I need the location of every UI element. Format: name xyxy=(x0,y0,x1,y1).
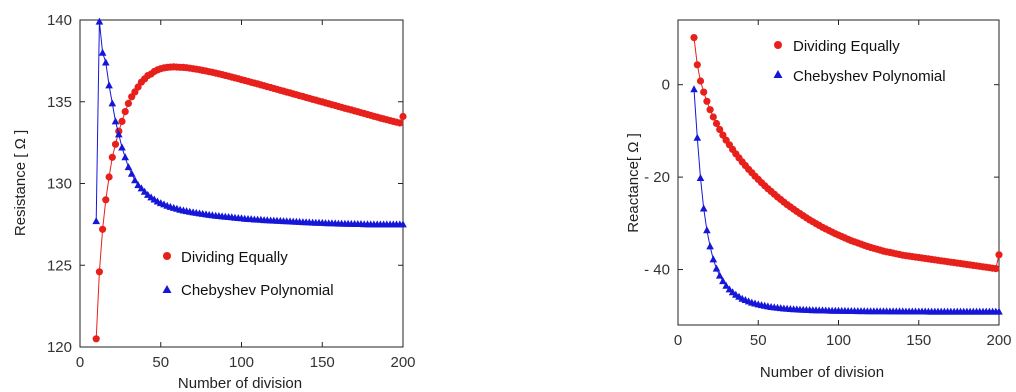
resistance-legend: Dividing Equally Chebyshev Polynomial xyxy=(162,249,334,299)
resistance-chebyshev-polynomial-point xyxy=(140,187,149,195)
reactance-dividing-equally-point xyxy=(703,97,711,105)
resistance-dividing-equally-point xyxy=(111,140,120,148)
reactance-plot-frame xyxy=(677,19,1000,326)
legend-label-dividing-equally: Dividing Equally xyxy=(181,249,288,266)
resistance-x-tick-label: 50 xyxy=(152,354,169,371)
resistance-dividing-equally-point xyxy=(95,268,103,276)
reactance-dividing-equally-point xyxy=(706,106,714,114)
resistance-chebyshev-polynomial-point xyxy=(127,169,136,177)
resistance-dividing-equally-point xyxy=(105,173,113,181)
reactance-y-tick-label: 0 xyxy=(662,77,670,94)
resistance-chebyshev-polynomial-point xyxy=(92,217,100,225)
reactance-chebyshev-polynomial-point xyxy=(703,226,711,234)
reactance-dividing-equally-point xyxy=(693,61,701,69)
resistance-chebyshev-polynomial-point xyxy=(105,81,113,89)
reactance-dividing-equally-point xyxy=(716,125,724,134)
resistance-dividing-equally-point xyxy=(399,112,407,121)
resistance-y-tick-label: 120 xyxy=(47,339,72,356)
resistance-x-tick-label: 200 xyxy=(390,354,415,371)
reactance-x-ticks: 0 50 100 150 200 xyxy=(674,20,1012,349)
resistance-chebyshev-polynomial-point xyxy=(111,117,120,125)
legend-marker-chebyshev-polynomial xyxy=(162,285,172,293)
reactance-series xyxy=(690,34,1003,315)
resistance-chebyshev-polynomial-point xyxy=(102,58,110,66)
legend-label-dividing-equally: Dividing Equally xyxy=(793,38,900,55)
resistance-x-axis-title: Number of division xyxy=(178,375,302,392)
reactance-chebyshev-polynomial-point xyxy=(715,271,724,279)
reactance-y-tick-label: - 40 xyxy=(644,262,670,279)
resistance-y-tick-label: 130 xyxy=(47,176,72,193)
resistance-dividing-equally-point xyxy=(108,153,116,161)
resistance-chebyshev-polynomial-point xyxy=(98,48,107,56)
reactance-chebyshev-polynomial-point xyxy=(690,85,698,93)
resistance-y-ticks: 120 125 130 135 140 xyxy=(47,12,403,356)
reactance-dividing-equally-point xyxy=(696,77,705,85)
reactance-dividing-equally-point xyxy=(690,34,698,42)
resistance-chebyshev-polynomial-point xyxy=(131,176,139,184)
resistance-series xyxy=(92,17,407,343)
legend-marker-dividing-equally xyxy=(163,252,171,260)
reactance-chebyshev-polynomial-point xyxy=(995,307,1003,315)
resistance-chebyshev-polynomial-point xyxy=(121,153,129,161)
reactance-y-ticks: 0 - 20 - 40 xyxy=(644,77,999,279)
reactance-chebyshev-polynomial-point xyxy=(693,133,702,141)
legend-label-chebyshev-polynomial: Chebyshev Polynomial xyxy=(181,282,334,299)
reactance-dividing-equally-point xyxy=(700,88,708,96)
reactance-dividing-equally-point xyxy=(712,119,721,128)
reactance-legend: Dividing Equally Chebyshev Polynomial xyxy=(773,38,946,85)
reactance-x-tick-label: 100 xyxy=(826,332,851,349)
reactance-chebyshev-polynomial-point xyxy=(706,242,714,250)
resistance-dividing-equally-point xyxy=(396,119,404,127)
reactance-y-axis-title: Reactance[ Ω ] xyxy=(625,133,642,233)
resistance-y-axis-title: Resistance [ Ω ] xyxy=(12,130,29,236)
reactance-dividing-equally-point xyxy=(995,251,1003,259)
resistance-dividing-equally-point xyxy=(92,335,100,343)
legend-marker-chebyshev-polynomial xyxy=(773,70,783,78)
resistance-y-tick-label: 135 xyxy=(47,94,72,111)
resistance-x-tick-label: 0 xyxy=(76,354,84,371)
resistance-chebyshev-polynomial-point xyxy=(115,130,123,138)
reactance-chebyshev-polynomial-point xyxy=(709,255,718,263)
resistance-dividing-equally-point xyxy=(102,196,110,204)
reactance-x-axis-title: Number of division xyxy=(760,364,884,381)
reactance-x-tick-label: 50 xyxy=(750,332,767,349)
reactance-x-tick-label: 150 xyxy=(906,332,931,349)
resistance-chebyshev-polynomial-point xyxy=(108,99,117,107)
resistance-x-ticks: 0 50 100 150 200 xyxy=(76,20,416,371)
reactance-dividing-equally-point xyxy=(992,265,1000,273)
resistance-dividing-equally-point xyxy=(124,99,132,107)
resistance-chart: 0 50 100 150 200 120 125 130 135 140 Number of d… xyxy=(12,12,416,392)
legend-marker-dividing-equally xyxy=(774,41,782,49)
resistance-chebyshev-polynomial-point xyxy=(118,143,126,151)
resistance-chebyshev-polynomial-point xyxy=(124,163,133,171)
legend-label-chebyshev-polynomial: Chebyshev Polynomial xyxy=(793,68,946,85)
reactance-x-tick-label: 200 xyxy=(986,332,1011,349)
reactance-chebyshev-polynomial-point xyxy=(719,277,727,285)
reactance-dividing-equally-point xyxy=(709,113,717,121)
reactance-chebyshev-polynomial-point xyxy=(712,264,721,272)
resistance-y-tick-label: 140 xyxy=(47,12,72,29)
reactance-chebyshev-polynomial-line xyxy=(693,89,999,313)
resistance-y-tick-label: 125 xyxy=(47,257,72,274)
resistance-x-tick-label: 150 xyxy=(310,354,335,371)
resistance-chebyshev-polynomial-point xyxy=(137,184,146,192)
reactance-y-tick-label: - 20 xyxy=(644,169,670,186)
resistance-chebyshev-polynomial-point xyxy=(134,181,142,189)
reactance-chebyshev-polynomial-point xyxy=(699,204,708,212)
reactance-chebyshev-polynomial-point xyxy=(722,281,730,289)
resistance-dividing-equally-point xyxy=(99,225,107,233)
reactance-chebyshev-polynomial-point xyxy=(696,174,705,181)
reactance-x-tick-label: 0 xyxy=(674,332,682,349)
resistance-x-tick-label: 100 xyxy=(229,354,254,371)
reactance-chart: 0 50 100 150 200 0 - 20 - 40 Number of divisio… xyxy=(625,19,1012,381)
resistance-chebyshev-polynomial-point xyxy=(399,220,407,228)
resistance-chebyshev-polynomial-point xyxy=(95,17,104,25)
resistance-dividing-equally-point xyxy=(118,117,126,125)
resistance-dividing-equally-point xyxy=(121,108,129,116)
